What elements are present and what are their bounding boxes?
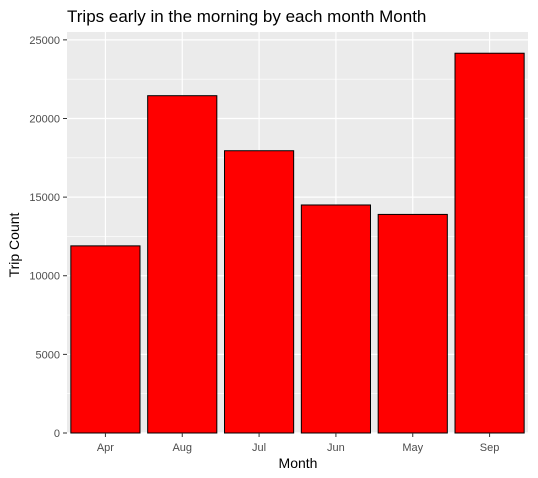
y-tick-label: 10000: [29, 271, 60, 283]
y-tick-label: 25000: [29, 35, 60, 47]
y-axis-title: Trip Count: [6, 212, 22, 277]
x-tick-label: Aug: [172, 442, 192, 454]
x-tick-label: Sep: [480, 442, 500, 454]
x-axis-title: Month: [279, 455, 318, 471]
minor-gridlines: [67, 78, 528, 394]
bar-jun: [300, 204, 371, 434]
bar-jul: [224, 150, 295, 434]
x-tick-label: May: [402, 442, 423, 454]
x-tick-label: Jun: [327, 442, 345, 454]
x-tick-label: Apr: [97, 442, 114, 454]
y-tick-label: 20000: [29, 113, 60, 125]
y-axis-ticks: 0 5000 10000 15000 20000 25000: [29, 35, 67, 440]
bar-may: [377, 213, 448, 434]
bars: [70, 52, 525, 434]
y-tick-label: 0: [54, 428, 60, 440]
bar-apr: [70, 245, 141, 434]
x-axis-ticks: Apr Aug Jul Jun May Sep: [97, 433, 500, 454]
bar-sep: [454, 52, 525, 434]
chart-title: Trips early in the morning by each month…: [67, 7, 426, 26]
x-tick-label: Jul: [252, 442, 266, 454]
plot-panel: [67, 32, 528, 433]
y-tick-label: 5000: [36, 349, 60, 361]
bar-aug: [147, 95, 218, 434]
y-tick-label: 15000: [29, 192, 60, 204]
